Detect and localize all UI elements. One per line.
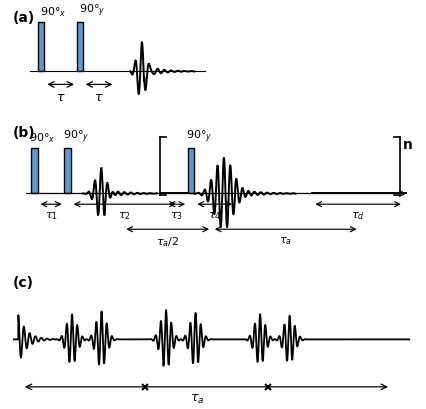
Text: n: n (402, 138, 412, 152)
Bar (64, 148, 71, 194)
Text: $\tau$: $\tau$ (94, 90, 104, 103)
Text: $90°_y$: $90°_y$ (186, 129, 212, 145)
Text: $\tau_1$: $\tau_1$ (44, 210, 58, 222)
Text: $\tau_4$: $\tau_4$ (207, 210, 221, 222)
Text: $90°_x$: $90°_x$ (29, 131, 56, 145)
Text: (c): (c) (13, 276, 34, 290)
Text: (a): (a) (13, 11, 35, 25)
Bar (187, 148, 194, 194)
Text: $90°_x$: $90°_x$ (40, 5, 67, 19)
Text: $\tau_2$: $\tau_2$ (118, 210, 131, 222)
Text: $90°_y$: $90°_y$ (79, 3, 105, 19)
Text: $\tau_3$: $\tau_3$ (170, 210, 183, 222)
Text: (b): (b) (13, 125, 35, 139)
Text: $\tau_d$: $\tau_d$ (351, 210, 364, 222)
Text: $\tau_a$: $\tau_a$ (190, 392, 204, 405)
Text: $\tau$: $\tau$ (56, 90, 65, 103)
Bar (38, 23, 44, 72)
Text: $\tau_a$: $\tau_a$ (279, 235, 291, 247)
Bar (77, 23, 83, 72)
Text: $90°_y$: $90°_y$ (63, 129, 89, 145)
Bar (31, 148, 37, 194)
Text: $\tau_a/2$: $\tau_a/2$ (156, 235, 179, 249)
